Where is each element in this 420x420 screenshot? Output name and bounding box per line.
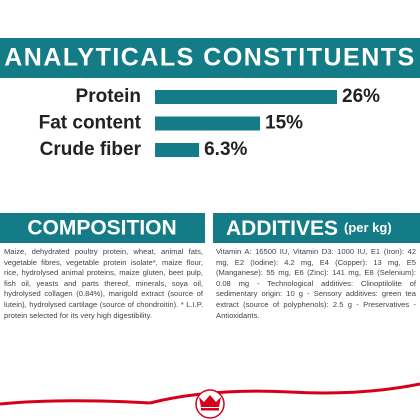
composition-title: COMPOSITION (27, 217, 176, 240)
category-label: Protein (76, 86, 141, 107)
category-label: Crude fiber (40, 139, 142, 160)
bar (155, 143, 200, 157)
bar (155, 116, 260, 131)
header-banner (0, 38, 420, 78)
category-label: Fat content (39, 113, 142, 134)
composition-text: Maize, dehydrated poultry protein, wheat… (4, 247, 203, 320)
additives-subtitle: (per kg) (344, 220, 392, 235)
logo (195, 389, 225, 419)
header-title: ANALYTICALS CONSTITUENTS (4, 44, 415, 72)
additives-banner (213, 213, 420, 243)
value-label: 15% (265, 113, 303, 134)
additives-title-main: ADDITIVES (226, 217, 338, 240)
additives-text: Vitamin A: 16500 IU, Vitamin D3: 1000 IU… (216, 247, 416, 320)
decor-wave (149, 382, 420, 405)
value-label: 26% (342, 86, 380, 107)
bars: Protein 26% Fat content 15% Crude fiber 6.3% (39, 86, 381, 160)
value-label: 6.3% (204, 139, 247, 160)
composition-banner (0, 213, 205, 243)
additives-title: ADDITIVES (per kg) (226, 217, 392, 240)
decor-wave-left (0, 399, 151, 406)
bar (155, 90, 337, 104)
